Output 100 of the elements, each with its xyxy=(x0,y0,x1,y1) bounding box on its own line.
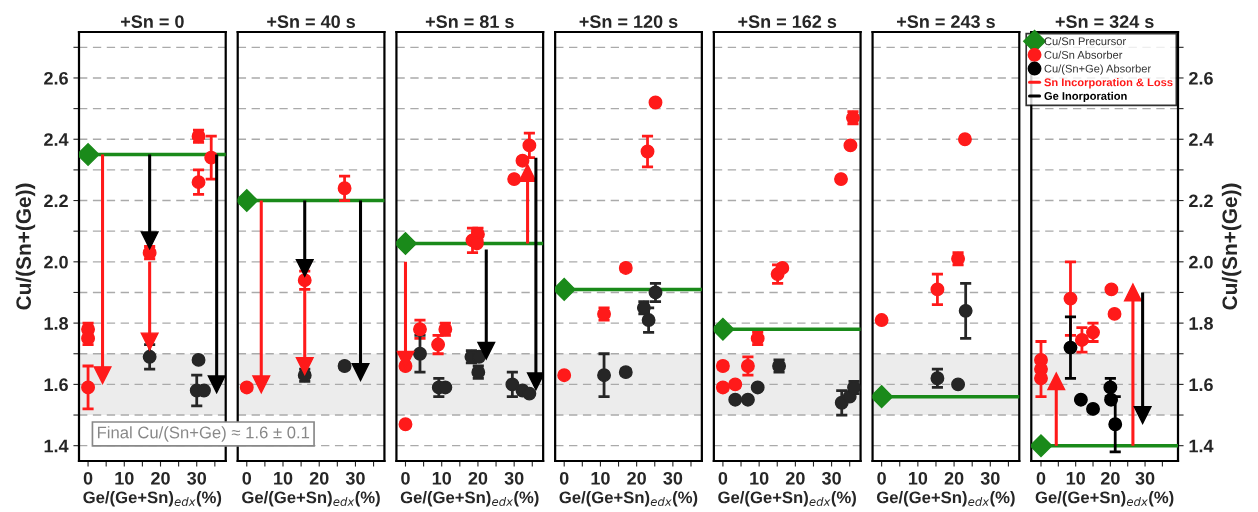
x-tick-label: 10 xyxy=(115,471,134,485)
x-tick-label: 30 xyxy=(821,471,841,485)
point xyxy=(93,366,112,385)
point xyxy=(874,313,889,327)
chart-title: +Sn = 81 s xyxy=(425,15,514,29)
point xyxy=(142,349,157,364)
point xyxy=(1103,380,1118,395)
point xyxy=(728,392,743,407)
x-tick-label: 20 xyxy=(944,471,964,485)
y-tick-label: 2.4 xyxy=(1189,133,1214,146)
y-tick-label: 1.8 xyxy=(1189,317,1213,330)
x-tick-label: 30 xyxy=(504,471,524,485)
y-tick-label: 1.4 xyxy=(44,439,69,453)
x-tick-label: 30 xyxy=(663,471,683,485)
x-tick-label: 0 xyxy=(559,471,569,485)
x-tick-label: 30 xyxy=(187,471,207,485)
chart-title: +Sn = 0 xyxy=(121,15,184,29)
point xyxy=(843,138,858,153)
y-tick-label: 1.6 xyxy=(1189,378,1213,392)
y-axis-title: Cu/(Sn+(Ge)) xyxy=(1221,183,1242,310)
y-tick-label: 1.4 xyxy=(1189,439,1214,453)
point xyxy=(337,181,352,196)
x-tick-label: 10 xyxy=(1066,471,1085,485)
x-tick-label: 0 xyxy=(877,471,886,485)
chart-title: +Sn = 243 s xyxy=(897,15,995,29)
point xyxy=(713,317,735,341)
x-axis-title: Ge/(Ge+Sn)$_{edx}$(%) xyxy=(400,491,539,507)
point xyxy=(518,163,537,182)
x-axis-title: Ge/(Ge+Sn)$_{edx}$(%) xyxy=(876,491,1015,507)
point xyxy=(557,368,572,383)
x-tick-label: 10 xyxy=(591,471,610,485)
point xyxy=(1034,371,1048,386)
x-axis-title: Ge/(Ge+Sn)$_{edx}$(%) xyxy=(718,491,856,507)
point xyxy=(1073,392,1088,407)
x-tick-label: 20 xyxy=(627,471,646,485)
y-tick-label: 2.6 xyxy=(44,71,68,85)
y-tick-label: 2.6 xyxy=(1189,71,1213,85)
point xyxy=(750,380,765,395)
point xyxy=(1108,417,1123,432)
x-tick-label: 0 xyxy=(718,471,728,485)
annotation: Final Cu/(Sn+Ge) ≈ 1.6 ± 0.1 xyxy=(97,426,310,442)
point xyxy=(1063,291,1078,306)
chart-title: +Sn = 120 s xyxy=(579,15,678,29)
point xyxy=(81,380,96,395)
point xyxy=(951,377,966,392)
x-tick-label: 30 xyxy=(980,471,1000,485)
point xyxy=(140,332,159,351)
x-tick-label: 10 xyxy=(750,471,769,485)
point xyxy=(1086,401,1100,416)
point xyxy=(648,95,663,110)
point xyxy=(1047,372,1066,391)
point xyxy=(295,356,314,376)
x-tick-label: 20 xyxy=(468,471,488,485)
y-axis-title: Cu/(Sn+(Ge)) xyxy=(15,183,36,310)
point xyxy=(555,277,576,301)
point xyxy=(930,371,945,386)
point xyxy=(775,261,790,275)
x-tick-label: 20 xyxy=(309,471,329,485)
y-tick-label: 2.2 xyxy=(44,194,68,208)
point xyxy=(641,313,656,327)
x-axis-title: Ge/(Ge+Sn)$_{edx}$(%) xyxy=(559,491,698,507)
point xyxy=(618,261,633,275)
point xyxy=(237,189,259,213)
x-axis-title: Ge/(Ge+Sn)$_{edx}$(%) xyxy=(1035,491,1174,507)
point xyxy=(295,258,314,277)
x-axis-title: Ge/(Ge+Sn)$_{edx}$(%) xyxy=(83,491,222,507)
point xyxy=(1074,333,1089,347)
point xyxy=(1063,340,1078,355)
point xyxy=(477,341,496,360)
point xyxy=(191,175,206,190)
point xyxy=(207,375,226,394)
point xyxy=(79,143,100,167)
legend-label: Ge Inorporation xyxy=(1044,91,1127,103)
point xyxy=(1031,434,1053,458)
point xyxy=(398,417,413,432)
legend-label: Cu/Sn Absorber xyxy=(1044,50,1123,59)
chart-title: +Sn = 40 s xyxy=(267,15,355,29)
y-tick-label: 2.0 xyxy=(1189,255,1213,269)
point xyxy=(715,359,730,373)
point xyxy=(505,377,520,392)
y-tick-label: 2.4 xyxy=(44,133,69,146)
point xyxy=(1123,283,1142,302)
x-tick-label: 30 xyxy=(1135,471,1155,485)
point xyxy=(640,144,655,159)
point xyxy=(140,231,159,250)
legend-label: Cu/Sn Precursor xyxy=(1044,37,1126,46)
point xyxy=(648,285,663,300)
x-tick-label: 0 xyxy=(401,471,410,485)
point xyxy=(522,138,537,153)
x-tick-label: 20 xyxy=(785,471,805,485)
point xyxy=(252,375,271,394)
y-tick-label: 1.8 xyxy=(44,317,69,330)
chart-title: +Sn = 324 s xyxy=(1055,15,1154,29)
x-tick-label: 0 xyxy=(83,471,93,485)
legend-label: Sn Incorporation & Loss xyxy=(1044,78,1173,89)
point xyxy=(522,386,537,401)
point xyxy=(1133,406,1152,425)
x-tick-label: 30 xyxy=(345,471,365,485)
y-tick-label: 2.0 xyxy=(44,255,68,269)
x-axis-title: Ge/(Ge+Sn)$_{edx}$(%) xyxy=(242,491,380,507)
